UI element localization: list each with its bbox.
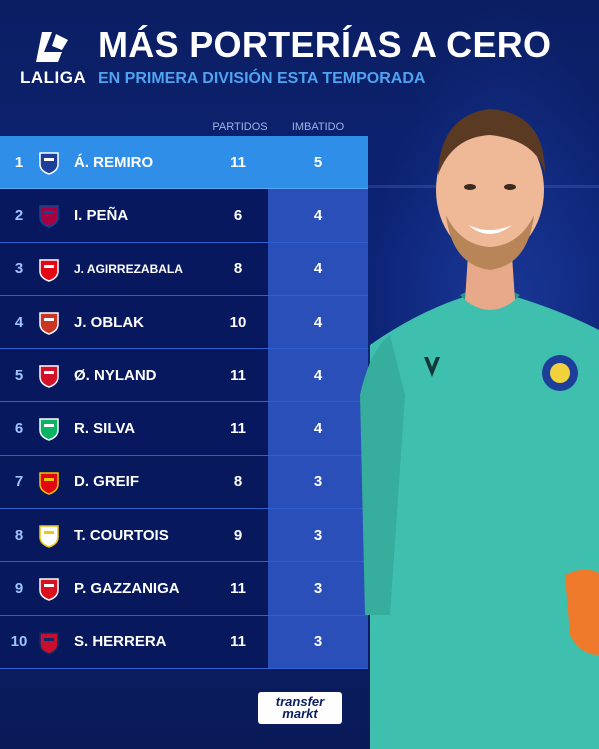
page-subtitle: EN PRIMERA DIVISIÓN ESTA TEMPORADA [98,70,426,87]
rank-number: 3 [14,260,24,278]
rank-number: 5 [14,366,24,384]
osasuna-crest-icon [39,631,59,655]
row-right-panel [268,189,368,242]
matches-value: 8 [233,260,243,278]
rank-number: 1 [14,153,24,171]
ranking-table: 1 Á. REMIRO 11 5 2 I. PEÑA 6 4 3 J. AGIRREZABALA 8… [0,136,368,669]
clean-sheets-value: 4 [313,313,323,331]
goalkeeper-photo [360,109,599,749]
girona-crest-icon [39,578,59,602]
table-row: 9 P. GAZZANIGA 11 3 [0,562,368,616]
row-right-panel [268,349,368,402]
rank-number: 7 [14,473,24,491]
laliga-logo: LALIGA [20,30,86,90]
atletico-madrid-crest-icon [39,312,59,335]
table-row: 3 J. AGIRREZABALA 8 4 [0,242,368,296]
goalkeeper-name: R. SILVA [74,420,136,438]
matches-value: 8 [233,473,243,491]
clean-sheets-value: 4 [313,366,323,384]
row-right-panel [268,509,368,562]
column-header-clean-sheets: IMBATIDO [291,121,345,133]
clean-sheets-value: 3 [313,633,323,651]
row-right-panel [268,136,368,189]
clean-sheets-value: 4 [313,260,323,278]
goalkeeper-name: Á. REMIRO [74,153,154,171]
matches-value: 11 [230,366,246,384]
rank-number: 6 [14,420,24,438]
rank-number: 9 [14,580,24,598]
table-row: 5 Ø. NYLAND 11 4 [0,349,368,403]
matches-value: 6 [233,206,243,224]
table-row: 8 T. COURTOIS 9 3 [0,509,368,563]
goalkeeper-name: D. GREIF [74,473,140,491]
table-row: 2 I. PEÑA 6 4 [0,189,368,243]
table-row: 7 D. GREIF 8 3 [0,455,368,510]
row-right-panel [268,242,368,295]
real-sociedad-crest-icon [39,152,59,175]
table-row: 1 Á. REMIRO 11 5 [0,136,368,190]
goalkeeper-name: Ø. NYLAND [74,366,157,384]
rank-number: 8 [14,526,24,544]
goalkeeper-name: I. PEÑA [74,206,129,224]
real-betis-crest-icon [39,418,59,442]
clean-sheets-value: 3 [313,473,323,491]
real-madrid-crest-icon [39,525,59,548]
matches-value: 9 [233,526,243,544]
clean-sheets-value: 4 [313,206,323,224]
athletic-club-crest-icon [39,258,59,282]
clean-sheets-value: 4 [313,420,323,438]
rank-number: 4 [14,313,24,331]
clean-sheets-value: 3 [313,526,323,544]
matches-value: 11 [230,420,246,438]
goalkeeper-name: J. AGIRREZABALA [74,261,183,276]
transfermarkt-logo-line1: transfer [275,694,325,709]
goalkeeper-name: P. GAZZANIGA [74,580,180,598]
matches-value: 10 [229,313,247,331]
mallorca-crest-icon [39,472,59,495]
row-right-panel [268,455,368,509]
column-header-matches: PARTIDOS [212,121,268,133]
table-row: 10 S. HERRERA 11 3 [0,615,368,669]
matches-value: 11 [230,633,246,651]
transfermarkt-logo-line2: markt [282,706,318,721]
rank-number: 2 [14,206,24,224]
table-row: 4 J. OBLAK 10 4 [0,295,368,350]
matches-value: 11 [230,153,246,171]
table-row: 6 R. SILVA 11 4 [0,402,368,456]
sevilla-crest-icon [39,365,59,388]
goalkeeper-name: S. HERRERA [74,633,167,651]
goalkeeper-name: T. COURTOIS [74,526,169,544]
laliga-logo-text: LALIGA [20,68,87,87]
page-title: MÁS PORTERÍAS A CERO [98,24,552,65]
goalkeeper-name: J. OBLAK [74,313,145,331]
laliga-mark-icon [36,32,68,62]
row-right-panel [268,402,368,455]
clean-sheets-value: 5 [313,153,323,171]
barcelona-crest-icon [39,205,59,229]
rank-number: 10 [10,633,28,651]
row-right-panel [268,562,368,615]
row-right-panel [268,615,368,668]
matches-value: 11 [230,580,246,598]
transfermarkt-logo: transfer markt [258,692,342,724]
clean-sheets-value: 3 [313,580,323,598]
row-right-panel [268,295,368,349]
